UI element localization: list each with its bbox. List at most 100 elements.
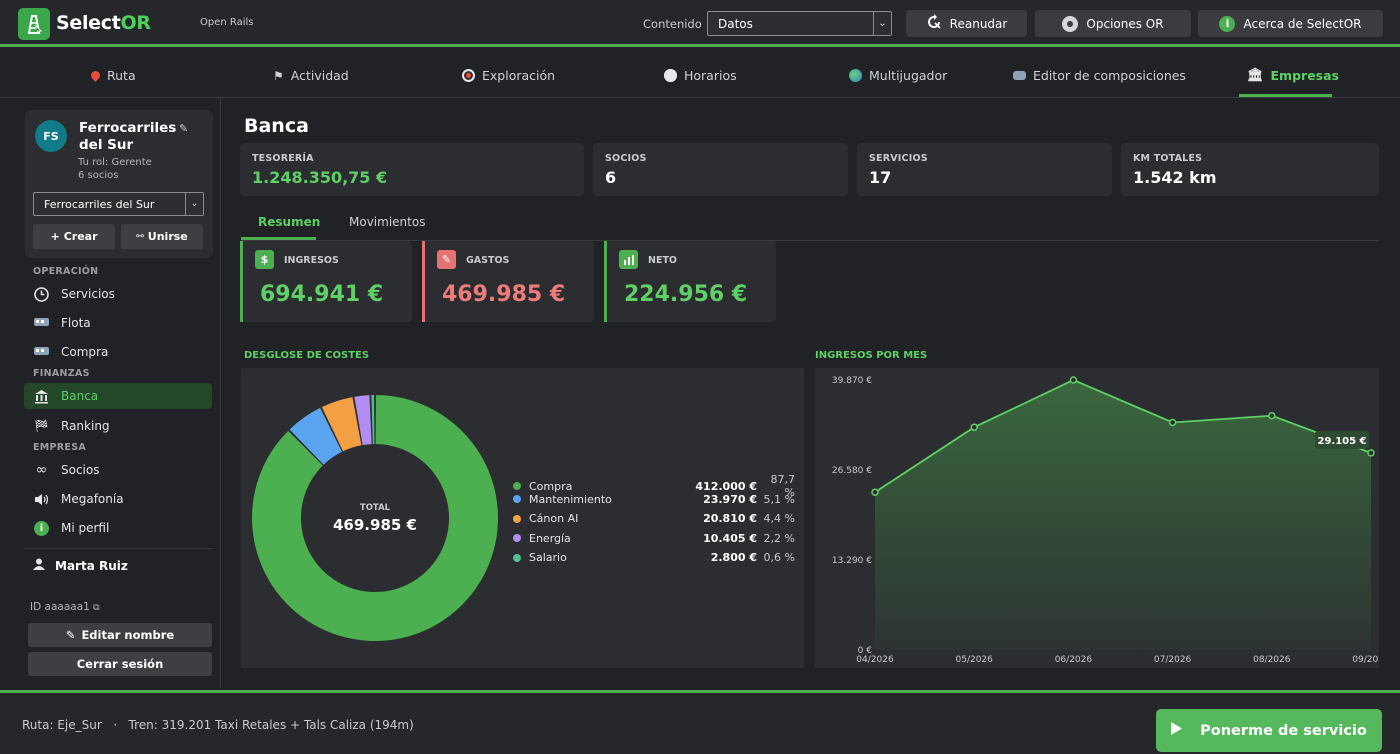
stat-value: 1.248.350,75 €	[252, 168, 388, 187]
legend-item: Compra 412.000 € 87,7 %	[513, 473, 795, 499]
kpi-label: INGRESOS	[284, 255, 339, 266]
sidebar-item-label: Ranking	[61, 419, 110, 433]
company-select[interactable]: Ferrocarriles del Sur ⌄	[33, 192, 204, 216]
x-tick-label: 05/2026	[956, 655, 994, 665]
company-select-value: Ferrocarriles del Sur	[44, 197, 155, 211]
chevron-down-icon: ⌄	[873, 12, 891, 35]
resume-button[interactable]: Reanudar	[906, 10, 1027, 37]
legend-dot	[513, 553, 521, 562]
tab-multijugador[interactable]: Multijugador	[849, 68, 947, 83]
tab-resumen[interactable]: Resumen	[258, 215, 321, 229]
edit-name-button[interactable]: ✎ Editar nombre	[28, 623, 212, 647]
legend-item: Salario 2.800 € 0,6 %	[513, 551, 795, 564]
area-chart: 0 € 13.290 € 26.580 € 39.870 € 04/2026 05/202…	[832, 376, 1379, 665]
top-bar: SelectOR Open Rails Contenido Datos ⌄ Re…	[0, 0, 1400, 44]
sidebar-item-label: Servicios	[61, 287, 115, 301]
create-company-button[interactable]: + Crear	[33, 224, 115, 249]
pencil-icon[interactable]: ✎	[179, 122, 189, 135]
tab-label: Exploración	[482, 68, 556, 83]
donut-slice	[289, 407, 342, 465]
sidebar-item-flota[interactable]: Flota	[24, 310, 212, 336]
info-icon: i	[1219, 15, 1236, 32]
legend-label: Compra	[529, 479, 573, 493]
tab-ruta[interactable]: Ruta	[89, 68, 136, 83]
separator: ·	[113, 718, 118, 732]
link-icon: ∞	[35, 462, 48, 478]
edit-name-label: Editar nombre	[81, 628, 175, 642]
legend-amount: 2.800 €	[710, 551, 757, 564]
stat-label: TESORERÍA	[252, 153, 314, 164]
expense-icon: ✎	[437, 250, 456, 269]
route-info: Ruta: Eje_Sur · Tren: 319.201 Taxi Retal…	[22, 718, 414, 732]
sidebar-item-compra[interactable]: Compra	[24, 339, 212, 365]
donut-center-value: 469.985 €	[333, 516, 417, 534]
join-label: Unirse	[147, 230, 188, 243]
company-avatar: FS	[35, 120, 67, 152]
kpi-label: GASTOS	[466, 255, 510, 266]
legend-dot	[513, 534, 521, 542]
kpi-ingresos: $ INGRESOS 694.941 €	[240, 241, 412, 322]
series-line	[874, 379, 1372, 493]
donut-slice	[371, 395, 375, 445]
legend-label: Mantenimiento	[529, 492, 612, 506]
donut-chart: TOTAL 469.985 €	[252, 395, 499, 641]
train-icon	[1013, 71, 1026, 80]
sidebar-item-ranking[interactable]: 🏁︎ Ranking	[24, 413, 212, 439]
section-finanzas: FINANZAS	[33, 368, 90, 379]
y-tick-label: 13.290 €	[832, 556, 872, 566]
logout-button[interactable]: Cerrar sesión	[28, 652, 212, 676]
stat-label: SERVICIOS	[869, 153, 928, 164]
about-button[interactable]: i Acerca de SelectOR	[1198, 10, 1383, 37]
kpi-value: 224.956 €	[624, 282, 748, 307]
kpi-label: NETO	[648, 255, 677, 266]
sidebar-item-socios[interactable]: ∞ Socios	[24, 457, 212, 483]
x-tick-label: 07/2026	[1154, 655, 1192, 665]
legend-percent: 87,7 %	[770, 473, 796, 499]
bar-chart-icon	[619, 250, 638, 269]
stat-servicios: SERVICIOS 17	[857, 143, 1112, 196]
options-button[interactable]: Opciones OR	[1035, 10, 1191, 37]
donut-title: DESGLOSE DE COSTES	[244, 350, 370, 361]
app-subtitle: Open Rails	[200, 17, 254, 28]
section-empresa: EMPRESA	[33, 442, 87, 453]
stat-label: KM TOTALES	[1133, 153, 1203, 164]
sidebar-item-label: Compra	[61, 345, 109, 359]
globe-icon	[849, 69, 862, 82]
app-name: SelectOR	[56, 12, 151, 34]
sidebar-item-servicios[interactable]: Servicios	[24, 281, 212, 307]
donut-panel: TOTAL 469.985 € Compra 412.000 €87,7 % Man…	[241, 368, 804, 668]
tab-horarios[interactable]: Horarios	[664, 68, 737, 83]
stat-label: SOCIOS	[605, 153, 647, 164]
tab-empresas[interactable]: 🏛︎ Empresas	[1247, 68, 1339, 83]
area-fill	[875, 380, 1371, 650]
legend-amount: 20.810 €	[703, 512, 757, 525]
legend-label: Cánon AI	[529, 512, 579, 525]
stat-socios: SOCIOS 6	[593, 143, 848, 196]
go-on-duty-label: Ponerme de servicio	[1200, 722, 1367, 739]
options-label: Opciones OR	[1086, 16, 1164, 31]
tab-editor-composiciones[interactable]: Editor de composiciones	[1013, 68, 1186, 83]
kpi-value: 469.985 €	[442, 282, 566, 307]
clock-icon	[664, 69, 677, 82]
sidebar-item-megafonia[interactable]: Megafonía	[24, 486, 212, 512]
join-company-button[interactable]: ⚯ Unirse	[121, 224, 203, 249]
data-point	[970, 423, 978, 431]
sidebar-item-mi-perfil[interactable]: i Mi perfil	[24, 515, 212, 541]
kpi-neto: NETO 224.956 €	[604, 241, 776, 322]
money-bag-icon: $	[255, 250, 274, 269]
sidebar-item-banca[interactable]: Banca	[24, 383, 212, 409]
tab-exploracion[interactable]: Exploración	[462, 68, 555, 83]
x-tick-label: 06/2026	[1055, 655, 1093, 665]
copy-icon[interactable]: ⧉	[93, 603, 100, 613]
main-nav: Ruta ⚑ Actividad Exploración Horarios Mul…	[0, 60, 1400, 96]
content-select[interactable]: Datos ⌄	[707, 11, 892, 36]
y-tick-label: 26.580 €	[832, 466, 872, 476]
sidebar-item-label: Flota	[61, 316, 91, 330]
resume-icon	[926, 14, 942, 33]
go-on-duty-button[interactable]: Ponerme de servicio	[1156, 709, 1382, 752]
tab-movimientos[interactable]: Movimientos	[349, 215, 426, 229]
tab-actividad[interactable]: ⚑ Actividad	[273, 68, 349, 83]
play-icon	[1171, 722, 1183, 739]
train-label: Tren: 319.201 Taxi Retales + Tals Caliza…	[128, 718, 414, 732]
status-bar: Ruta: Eje_Sur · Tren: 319.201 Taxi Retal…	[0, 693, 1400, 754]
